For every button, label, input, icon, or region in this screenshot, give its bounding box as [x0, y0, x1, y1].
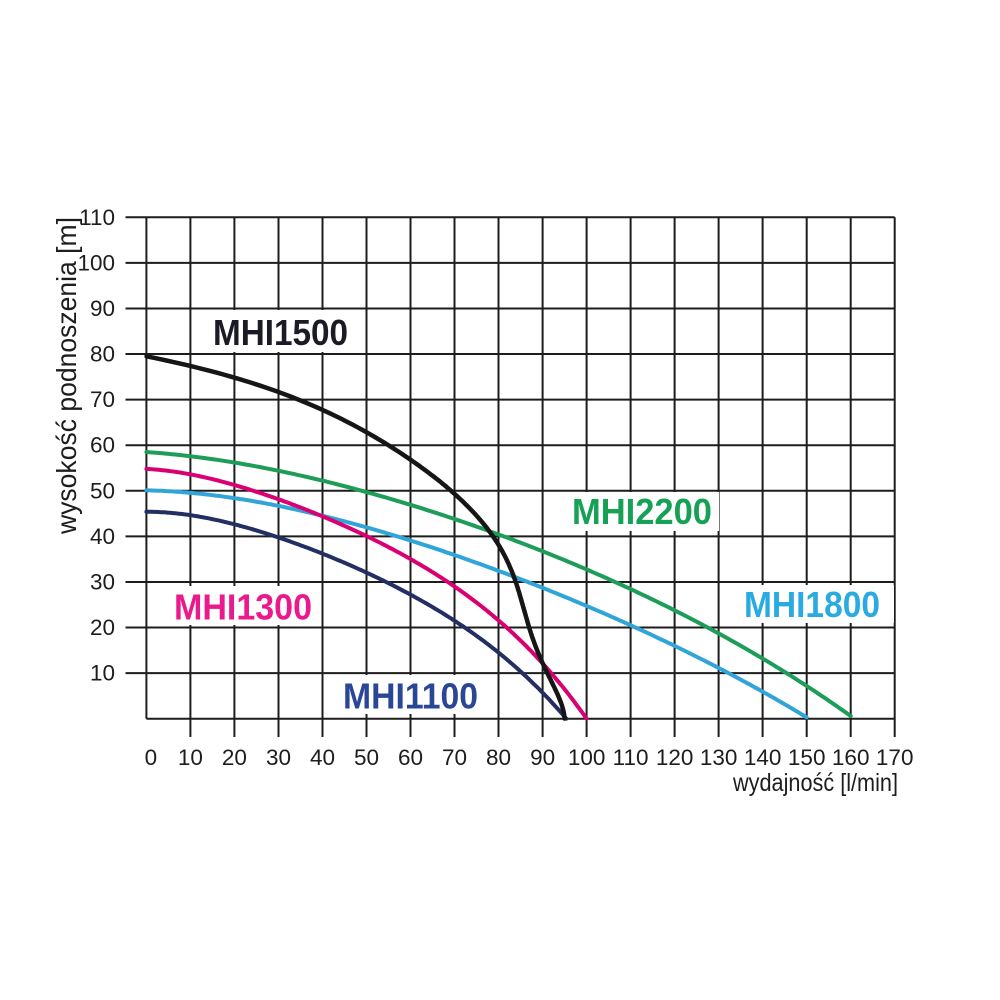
svg-text:30: 30	[90, 570, 115, 595]
svg-text:90: 90	[90, 296, 115, 321]
svg-text:10: 10	[178, 745, 203, 770]
svg-text:110: 110	[79, 205, 115, 230]
svg-text:150: 150	[788, 745, 826, 770]
svg-text:MHI1300: MHI1300	[174, 587, 312, 628]
svg-text:130: 130	[700, 745, 738, 770]
svg-text:MHI1500: MHI1500	[213, 312, 348, 353]
svg-text:0: 0	[145, 745, 158, 770]
svg-text:60: 60	[398, 745, 423, 770]
svg-text:50: 50	[354, 745, 379, 770]
svg-text:20: 20	[90, 615, 115, 640]
svg-text:20: 20	[222, 745, 247, 770]
svg-text:90: 90	[530, 745, 555, 770]
svg-text:80: 80	[90, 342, 115, 367]
svg-text:120: 120	[656, 745, 694, 770]
svg-text:50: 50	[90, 478, 115, 503]
svg-text:70: 70	[90, 387, 115, 412]
svg-text:wysokość podnoszenia [m]: wysokość podnoszenia [m]	[51, 217, 82, 535]
svg-text:100: 100	[77, 250, 115, 275]
svg-text:10: 10	[90, 661, 115, 686]
svg-text:110: 110	[613, 745, 649, 770]
svg-text:30: 30	[266, 745, 291, 770]
svg-text:MHI2200: MHI2200	[572, 491, 712, 532]
svg-text:40: 40	[310, 745, 335, 770]
svg-text:100: 100	[568, 745, 606, 770]
svg-text:MHI1100: MHI1100	[343, 676, 478, 717]
svg-text:60: 60	[90, 433, 115, 458]
svg-text:80: 80	[486, 745, 511, 770]
svg-text:MHI1800: MHI1800	[744, 584, 880, 625]
svg-text:170: 170	[876, 745, 914, 770]
svg-text:40: 40	[90, 524, 115, 549]
svg-text:wydajność [l/min]: wydajność [l/min]	[732, 769, 898, 797]
svg-text:160: 160	[832, 745, 870, 770]
svg-text:70: 70	[442, 745, 467, 770]
svg-text:140: 140	[744, 745, 782, 770]
